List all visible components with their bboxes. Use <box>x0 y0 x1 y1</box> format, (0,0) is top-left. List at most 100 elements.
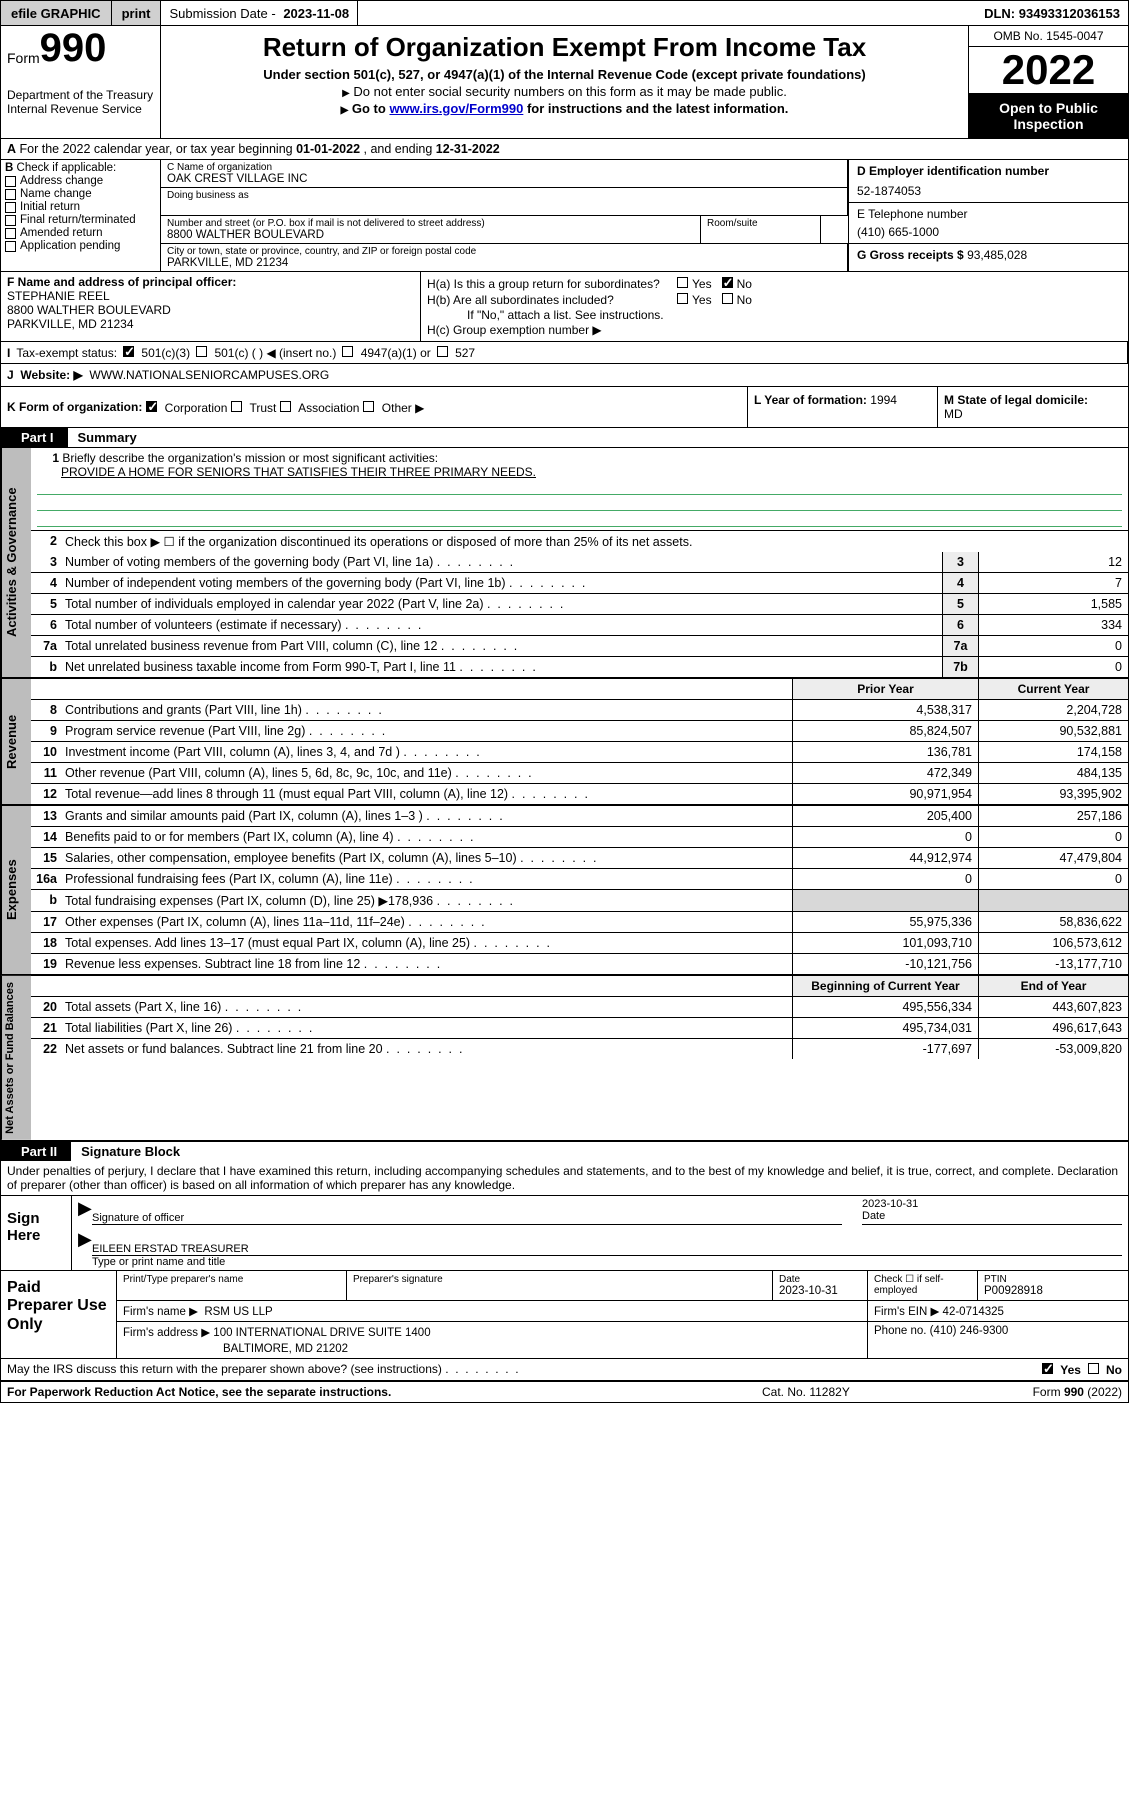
j-label: Website: ▶ <box>20 368 82 382</box>
current-year-amt: 174,158 <box>978 742 1128 762</box>
k-corp[interactable]: Corporation <box>146 400 227 415</box>
i-527[interactable]: 527 <box>437 345 475 360</box>
m-value: MD <box>944 407 963 421</box>
current-year-amt: -53,009,820 <box>978 1039 1128 1059</box>
i-opt: 501(c) ( ) ◀ (insert no.) <box>214 346 336 360</box>
dots <box>221 1000 301 1014</box>
checkbox-icon <box>5 202 16 213</box>
dots <box>517 851 597 865</box>
line-num: 11 <box>31 763 61 783</box>
dots <box>437 639 517 653</box>
dept-treasury: Department of the Treasury <box>7 88 154 102</box>
chk-name-change[interactable]: Name change <box>5 188 156 200</box>
chk-address-change[interactable]: Address change <box>5 175 156 187</box>
officer-addr1: 8800 WALTHER BOULEVARD <box>7 303 414 317</box>
prep-selfemp-cell[interactable]: Check ☐ if self-employed <box>868 1271 978 1300</box>
efile-graphic-button[interactable]: efile GRAPHIC <box>1 1 112 25</box>
prior-year-header: Prior Year <box>792 679 978 699</box>
k-label: K Form of organization: <box>7 400 142 414</box>
col-c-org-info: C Name of organization OAK CREST VILLAGE… <box>161 160 848 271</box>
line-a-mid: , and ending <box>360 142 436 156</box>
block-b-to-g: B Check if applicable: Address change Na… <box>1 160 1128 272</box>
website-value: WWW.NATIONALSENIORCAMPUSES.ORG <box>89 368 329 382</box>
dots <box>423 809 503 823</box>
officer-signature[interactable]: Signature of officer <box>92 1198 842 1225</box>
beginning-year-header: Beginning of Current Year <box>792 976 978 996</box>
line-desc: Benefits paid to or for members (Part IX… <box>61 827 792 847</box>
paid-preparer-label: Paid Preparer Use Only <box>1 1271 116 1358</box>
city-cell: City or town, state or province, country… <box>161 244 848 271</box>
print-button[interactable]: print <box>112 1 162 25</box>
principal-officer: F Name and address of principal officer:… <box>1 272 421 341</box>
ssn-note: ▶ Do not enter social security numbers o… <box>191 84 938 99</box>
ha-label: H(a) Is this a group return for subordin… <box>427 277 677 291</box>
hb-label: H(b) Are all subordinates included? <box>427 293 677 307</box>
hb-yes[interactable]: Yes <box>677 292 712 307</box>
dots <box>400 745 480 759</box>
k-trust[interactable]: Trust <box>231 400 276 415</box>
irs-link[interactable]: www.irs.gov/Form990 <box>389 101 523 116</box>
line-box: 5 <box>942 594 978 614</box>
line-num: 8 <box>31 700 61 720</box>
no-label: No <box>737 293 752 307</box>
period-end: 12-31-2022 <box>436 142 500 156</box>
prior-year-amt: 205,400 <box>792 806 978 826</box>
line-num: 6 <box>31 615 61 635</box>
line-num: 20 <box>31 997 61 1017</box>
dots <box>456 660 536 674</box>
prep-sig-label: Preparer's signature <box>353 1274 766 1285</box>
dots <box>305 724 385 738</box>
chk-initial-return[interactable]: Initial return <box>5 201 156 213</box>
prior-year-amt: 472,349 <box>792 763 978 783</box>
hb-no[interactable]: No <box>722 292 752 307</box>
phone-label: E Telephone number <box>857 207 968 221</box>
i-501c3[interactable]: 501(c)(3) <box>123 345 190 360</box>
ha-no[interactable]: No <box>722 276 752 291</box>
i-opt: 527 <box>455 346 475 360</box>
firm-name-value: RSM US LLP <box>204 1306 272 1318</box>
ha-yes[interactable]: Yes <box>677 276 712 291</box>
submission-date-label: Submission Date - <box>169 6 275 21</box>
i-4947[interactable]: 4947(a)(1) or <box>342 345 430 360</box>
current-year-amt: 0 <box>978 869 1128 889</box>
expenses-content: 13 Grants and similar amounts paid (Part… <box>31 806 1128 974</box>
chk-label: Name change <box>20 188 92 200</box>
current-year-amt: 93,395,902 <box>978 784 1128 804</box>
line-num: 21 <box>31 1018 61 1038</box>
triangle-icon: ▶ <box>342 88 350 99</box>
chk-final-return[interactable]: Final return/terminated <box>5 214 156 226</box>
room-label: Room/suite <box>707 218 814 229</box>
line-2-desc: Check this box ▶ ☐ if the organization d… <box>61 531 1128 552</box>
discuss-label: May the IRS discuss this return with the… <box>7 1362 442 1376</box>
chk-label: Application pending <box>20 240 120 252</box>
checkbox-icon <box>677 277 688 288</box>
financial-row: 21 Total liabilities (Part X, line 26) 4… <box>31 1018 1128 1039</box>
discuss-no[interactable]: No <box>1088 1362 1122 1377</box>
officer-name: STEPHANIE REEL <box>7 289 414 303</box>
goto-post: for instructions and the latest informat… <box>523 101 788 116</box>
financial-row: 9 Program service revenue (Part VIII, li… <box>31 721 1128 742</box>
row-f-h: F Name and address of principal officer:… <box>1 272 1128 342</box>
i-501c[interactable]: 501(c) ( ) ◀ (insert no.) <box>196 345 336 360</box>
cat-no: Cat. No. 11282Y <box>762 1385 962 1399</box>
summary-row: 5 Total number of individuals employed i… <box>31 594 1128 615</box>
discuss-row: May the IRS discuss this return with the… <box>1 1359 1128 1382</box>
line-amount: 334 <box>978 615 1128 635</box>
checkbox-icon <box>5 241 16 252</box>
k-assoc[interactable]: Association <box>280 400 359 415</box>
financial-row: 15 Salaries, other compensation, employe… <box>31 848 1128 869</box>
dots <box>383 1042 463 1056</box>
chk-app-pending[interactable]: Application pending <box>5 240 156 252</box>
phone-value: (410) 665-1000 <box>857 225 1120 239</box>
net-header: Beginning of Current Year End of Year <box>31 976 1128 997</box>
summary-row: 3 Number of voting members of the govern… <box>31 552 1128 573</box>
prep-name-label: Print/Type preparer's name <box>123 1274 340 1285</box>
prep-sig-cell[interactable]: Preparer's signature <box>347 1271 773 1300</box>
chk-amended[interactable]: Amended return <box>5 227 156 239</box>
k-other[interactable]: Other ▶ <box>363 400 424 415</box>
phone-cell: E Telephone number (410) 665-1000 <box>849 203 1128 244</box>
discuss-yes[interactable]: Yes <box>1042 1362 1081 1377</box>
firm-ein-cell: Firm's EIN ▶ 42-0714325 <box>868 1301 1128 1321</box>
k-opt: Other ▶ <box>382 401 425 415</box>
current-year-header: Current Year <box>978 679 1128 699</box>
